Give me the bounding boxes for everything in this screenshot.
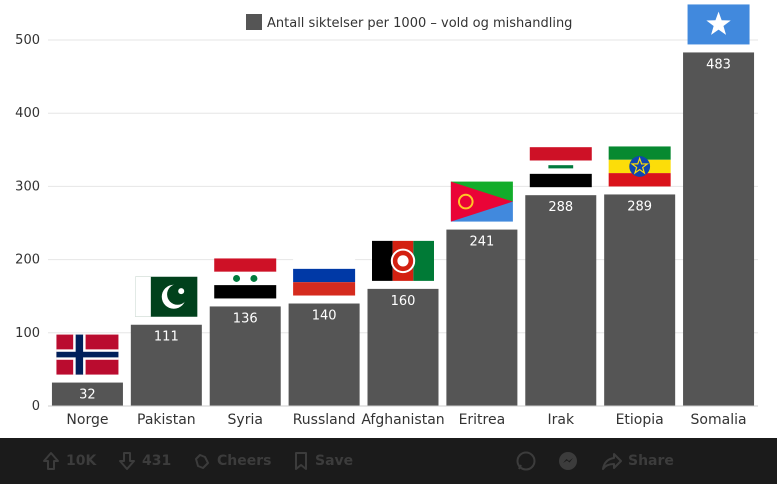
bar bbox=[446, 229, 518, 406]
arrow-down-icon bbox=[119, 452, 135, 470]
category-label: Eritrea bbox=[459, 412, 506, 428]
upvote-button[interactable]: 10K bbox=[42, 450, 96, 472]
upvote-count: 10K bbox=[66, 453, 97, 469]
value-label: 136 bbox=[233, 311, 258, 326]
pakistan-flag-icon bbox=[135, 276, 198, 317]
bar bbox=[288, 303, 360, 406]
value-label: 288 bbox=[548, 200, 573, 215]
afghanistan-flag-icon bbox=[372, 240, 434, 281]
iraq-flag-icon bbox=[529, 147, 592, 188]
messenger-share-button[interactable] bbox=[557, 450, 579, 472]
somalia-flag-icon bbox=[687, 4, 750, 45]
category-label: Afghanistan bbox=[361, 412, 444, 428]
category-label: Norge bbox=[66, 412, 108, 428]
y-tick-label: 300 bbox=[15, 179, 40, 194]
category-label: Somalia bbox=[691, 412, 747, 428]
save-button[interactable]: Save bbox=[293, 450, 353, 472]
bar bbox=[209, 306, 281, 406]
value-label: 160 bbox=[391, 294, 416, 309]
whatsapp-share-button[interactable] bbox=[515, 450, 537, 472]
value-label: 289 bbox=[627, 199, 652, 214]
messenger-icon bbox=[559, 452, 577, 470]
legend-label: Antall siktelser per 1000 – vold og mish… bbox=[267, 16, 572, 31]
cheers-button[interactable]: Cheers bbox=[193, 450, 271, 472]
bar-chart: 0 100 200 300 400 500 Antall siktelser per 100… bbox=[15, 4, 758, 428]
share-label: Share bbox=[628, 453, 674, 469]
save-label: Save bbox=[315, 453, 354, 469]
bar bbox=[130, 324, 202, 406]
bar bbox=[367, 288, 439, 406]
chart-area: 0 100 200 300 400 500 Antall siktelser per 100… bbox=[15, 4, 758, 428]
category-label: Etiopia bbox=[616, 412, 664, 428]
whatsapp-icon bbox=[516, 451, 536, 471]
downvote-count: 431 bbox=[142, 453, 172, 469]
y-tick-label: 400 bbox=[15, 106, 40, 121]
share-button[interactable]: Share bbox=[602, 450, 674, 472]
ethiopia-flag-icon bbox=[608, 146, 671, 187]
category-label: Pakistan bbox=[137, 412, 196, 428]
eritrea-flag-icon bbox=[450, 181, 513, 222]
bookmark-icon bbox=[295, 452, 307, 470]
y-tick-label: 0 bbox=[32, 399, 40, 414]
category-label: Irak bbox=[547, 412, 574, 428]
share-icon bbox=[602, 453, 622, 470]
category-label: Russland bbox=[293, 412, 356, 428]
category-label: Syria bbox=[228, 412, 263, 428]
value-label: 111 bbox=[154, 330, 179, 345]
value-label: 140 bbox=[312, 309, 337, 324]
value-label: 483 bbox=[706, 57, 731, 72]
syria-flag-icon bbox=[214, 258, 277, 299]
y-tick-label: 100 bbox=[15, 326, 40, 341]
value-label: 241 bbox=[469, 235, 494, 250]
legend: Antall siktelser per 1000 – vold og mish… bbox=[246, 14, 572, 31]
cheers-icon bbox=[195, 454, 209, 469]
legend-swatch bbox=[246, 14, 262, 30]
bar bbox=[683, 52, 755, 406]
bar bbox=[51, 382, 123, 406]
arrow-up-icon bbox=[43, 452, 59, 470]
norway-flag-icon bbox=[56, 334, 119, 375]
action-bar: 10K 431 Cheers Save Share bbox=[0, 438, 777, 484]
y-tick-label: 500 bbox=[15, 33, 40, 48]
downvote-button[interactable]: 431 bbox=[118, 450, 171, 472]
value-label: 32 bbox=[79, 388, 96, 403]
bar bbox=[604, 194, 676, 406]
y-tick-label: 200 bbox=[15, 253, 40, 268]
cheers-label: Cheers bbox=[217, 453, 272, 469]
russia-flag-icon bbox=[293, 255, 356, 296]
bar bbox=[525, 195, 597, 406]
